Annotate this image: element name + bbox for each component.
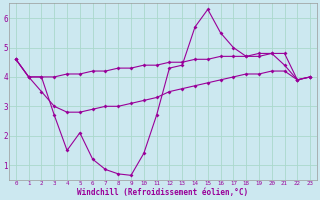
X-axis label: Windchill (Refroidissement éolien,°C): Windchill (Refroidissement éolien,°C) bbox=[77, 188, 249, 197]
